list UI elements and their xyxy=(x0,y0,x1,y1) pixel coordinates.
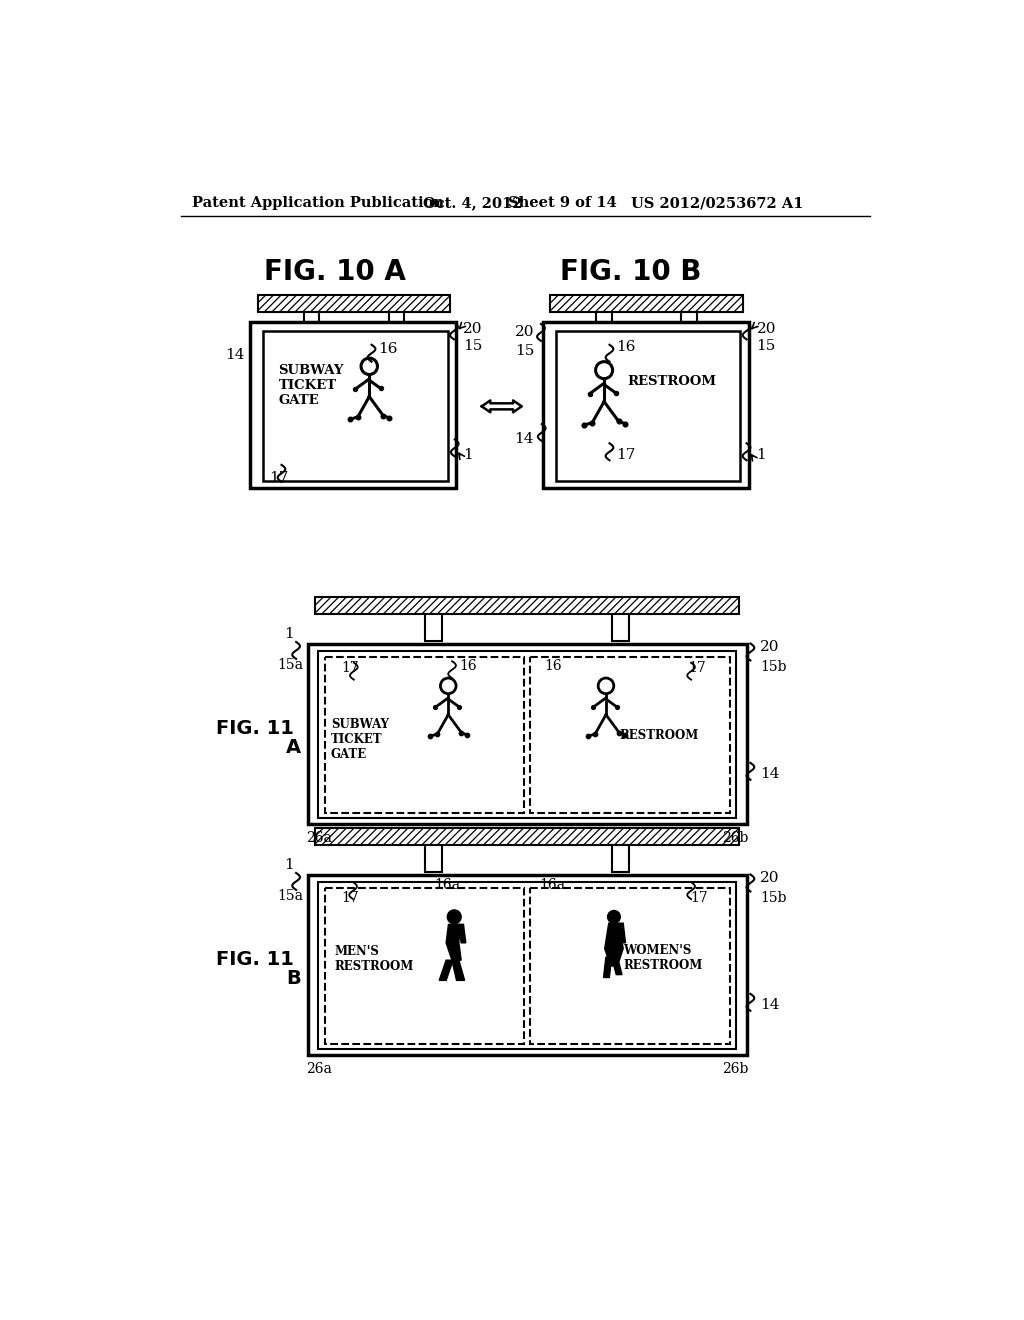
Text: SUBWAY
TICKET
GATE: SUBWAY TICKET GATE xyxy=(279,364,344,407)
Polygon shape xyxy=(452,960,465,981)
Text: FIG. 11: FIG. 11 xyxy=(216,718,294,738)
Text: 15: 15 xyxy=(515,345,535,358)
Text: Patent Application Publication: Patent Application Publication xyxy=(193,197,444,210)
Bar xyxy=(388,313,403,337)
Polygon shape xyxy=(605,923,624,966)
Circle shape xyxy=(607,911,621,923)
Text: 16: 16 xyxy=(615,341,635,354)
Bar xyxy=(530,656,730,813)
Text: B: B xyxy=(287,969,301,987)
Bar xyxy=(318,651,736,818)
Text: 20: 20 xyxy=(761,640,780,655)
Bar xyxy=(681,313,696,337)
Text: RESTROOM: RESTROOM xyxy=(628,375,716,388)
Bar xyxy=(307,874,746,1056)
Text: 15b: 15b xyxy=(761,891,786,904)
Text: 16: 16 xyxy=(544,659,562,673)
Polygon shape xyxy=(620,923,626,942)
Bar xyxy=(315,597,739,614)
Bar xyxy=(550,296,742,313)
Text: 17: 17 xyxy=(269,471,289,484)
Text: 14: 14 xyxy=(761,998,780,1012)
Text: 20: 20 xyxy=(463,322,482,337)
Text: 1: 1 xyxy=(284,627,294,642)
Text: 14: 14 xyxy=(761,767,780,781)
Text: 16: 16 xyxy=(379,342,398,356)
Text: MEN'S
RESTROOM: MEN'S RESTROOM xyxy=(335,945,414,973)
Polygon shape xyxy=(446,924,461,960)
Text: 14: 14 xyxy=(225,347,245,362)
Bar xyxy=(611,845,629,873)
Polygon shape xyxy=(603,957,611,978)
Text: 26b: 26b xyxy=(722,1063,749,1076)
Bar xyxy=(611,614,629,642)
Bar xyxy=(315,829,739,845)
Text: 16a: 16a xyxy=(434,878,460,892)
Bar xyxy=(325,887,524,1044)
Text: 26b: 26b xyxy=(722,832,749,845)
Text: 1: 1 xyxy=(463,447,473,462)
Text: 16: 16 xyxy=(460,659,477,673)
Bar xyxy=(263,331,447,480)
Text: 17: 17 xyxy=(690,891,708,906)
Bar xyxy=(425,845,442,873)
Bar xyxy=(543,322,749,488)
Text: 15: 15 xyxy=(463,339,482,354)
Text: FIG. 11: FIG. 11 xyxy=(216,949,294,969)
Text: 17: 17 xyxy=(342,661,359,675)
Bar xyxy=(325,656,524,813)
Text: 20: 20 xyxy=(514,325,535,339)
Bar xyxy=(425,614,442,642)
Text: 26a: 26a xyxy=(306,1063,332,1076)
Text: 20: 20 xyxy=(757,322,776,337)
Bar xyxy=(318,882,736,1049)
Bar xyxy=(250,322,457,488)
Text: 15: 15 xyxy=(757,339,776,354)
Bar xyxy=(556,331,740,480)
Text: 16a: 16a xyxy=(540,878,565,892)
Text: 15a: 15a xyxy=(278,890,304,903)
Text: RESTROOM: RESTROOM xyxy=(620,730,699,742)
Text: 17: 17 xyxy=(342,891,359,906)
Text: 15b: 15b xyxy=(761,660,786,673)
Bar xyxy=(530,887,730,1044)
Text: 17: 17 xyxy=(689,661,707,675)
Text: 1: 1 xyxy=(757,447,766,462)
Text: 14: 14 xyxy=(514,433,535,446)
Text: FIG. 10 A: FIG. 10 A xyxy=(263,259,406,286)
Text: Sheet 9 of 14: Sheet 9 of 14 xyxy=(508,197,616,210)
Bar xyxy=(258,296,451,313)
Circle shape xyxy=(447,909,461,924)
Text: 20: 20 xyxy=(761,871,780,886)
Text: SUBWAY
TICKET
GATE: SUBWAY TICKET GATE xyxy=(331,718,389,762)
Bar xyxy=(304,313,319,337)
Text: WOMEN'S
RESTROOM: WOMEN'S RESTROOM xyxy=(624,944,702,972)
Text: A: A xyxy=(287,738,301,756)
Polygon shape xyxy=(459,924,466,942)
Bar xyxy=(307,644,746,825)
Polygon shape xyxy=(439,960,453,981)
Text: Oct. 4, 2012: Oct. 4, 2012 xyxy=(423,197,522,210)
Text: 17: 17 xyxy=(615,447,635,462)
Polygon shape xyxy=(611,957,622,974)
Text: 1: 1 xyxy=(284,858,294,873)
Text: FIG. 10 B: FIG. 10 B xyxy=(560,259,701,286)
Text: US 2012/0253672 A1: US 2012/0253672 A1 xyxy=(631,197,804,210)
Text: 15a: 15a xyxy=(278,659,304,672)
Bar xyxy=(596,313,611,337)
Text: 26a: 26a xyxy=(306,832,332,845)
